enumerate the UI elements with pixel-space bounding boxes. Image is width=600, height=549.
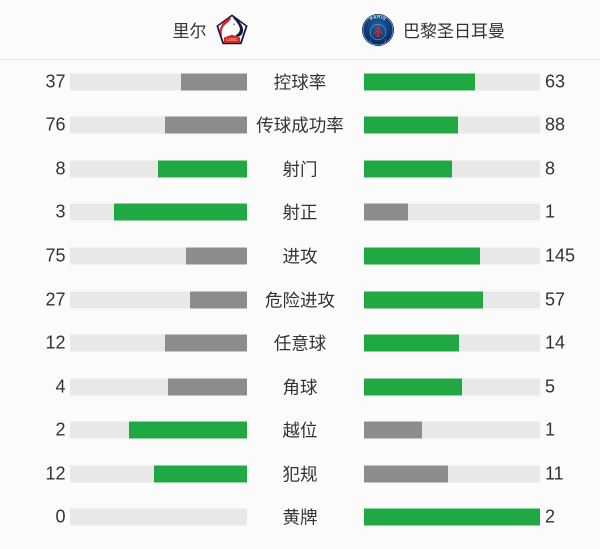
svg-text:LOSC: LOSC: [226, 37, 237, 42]
